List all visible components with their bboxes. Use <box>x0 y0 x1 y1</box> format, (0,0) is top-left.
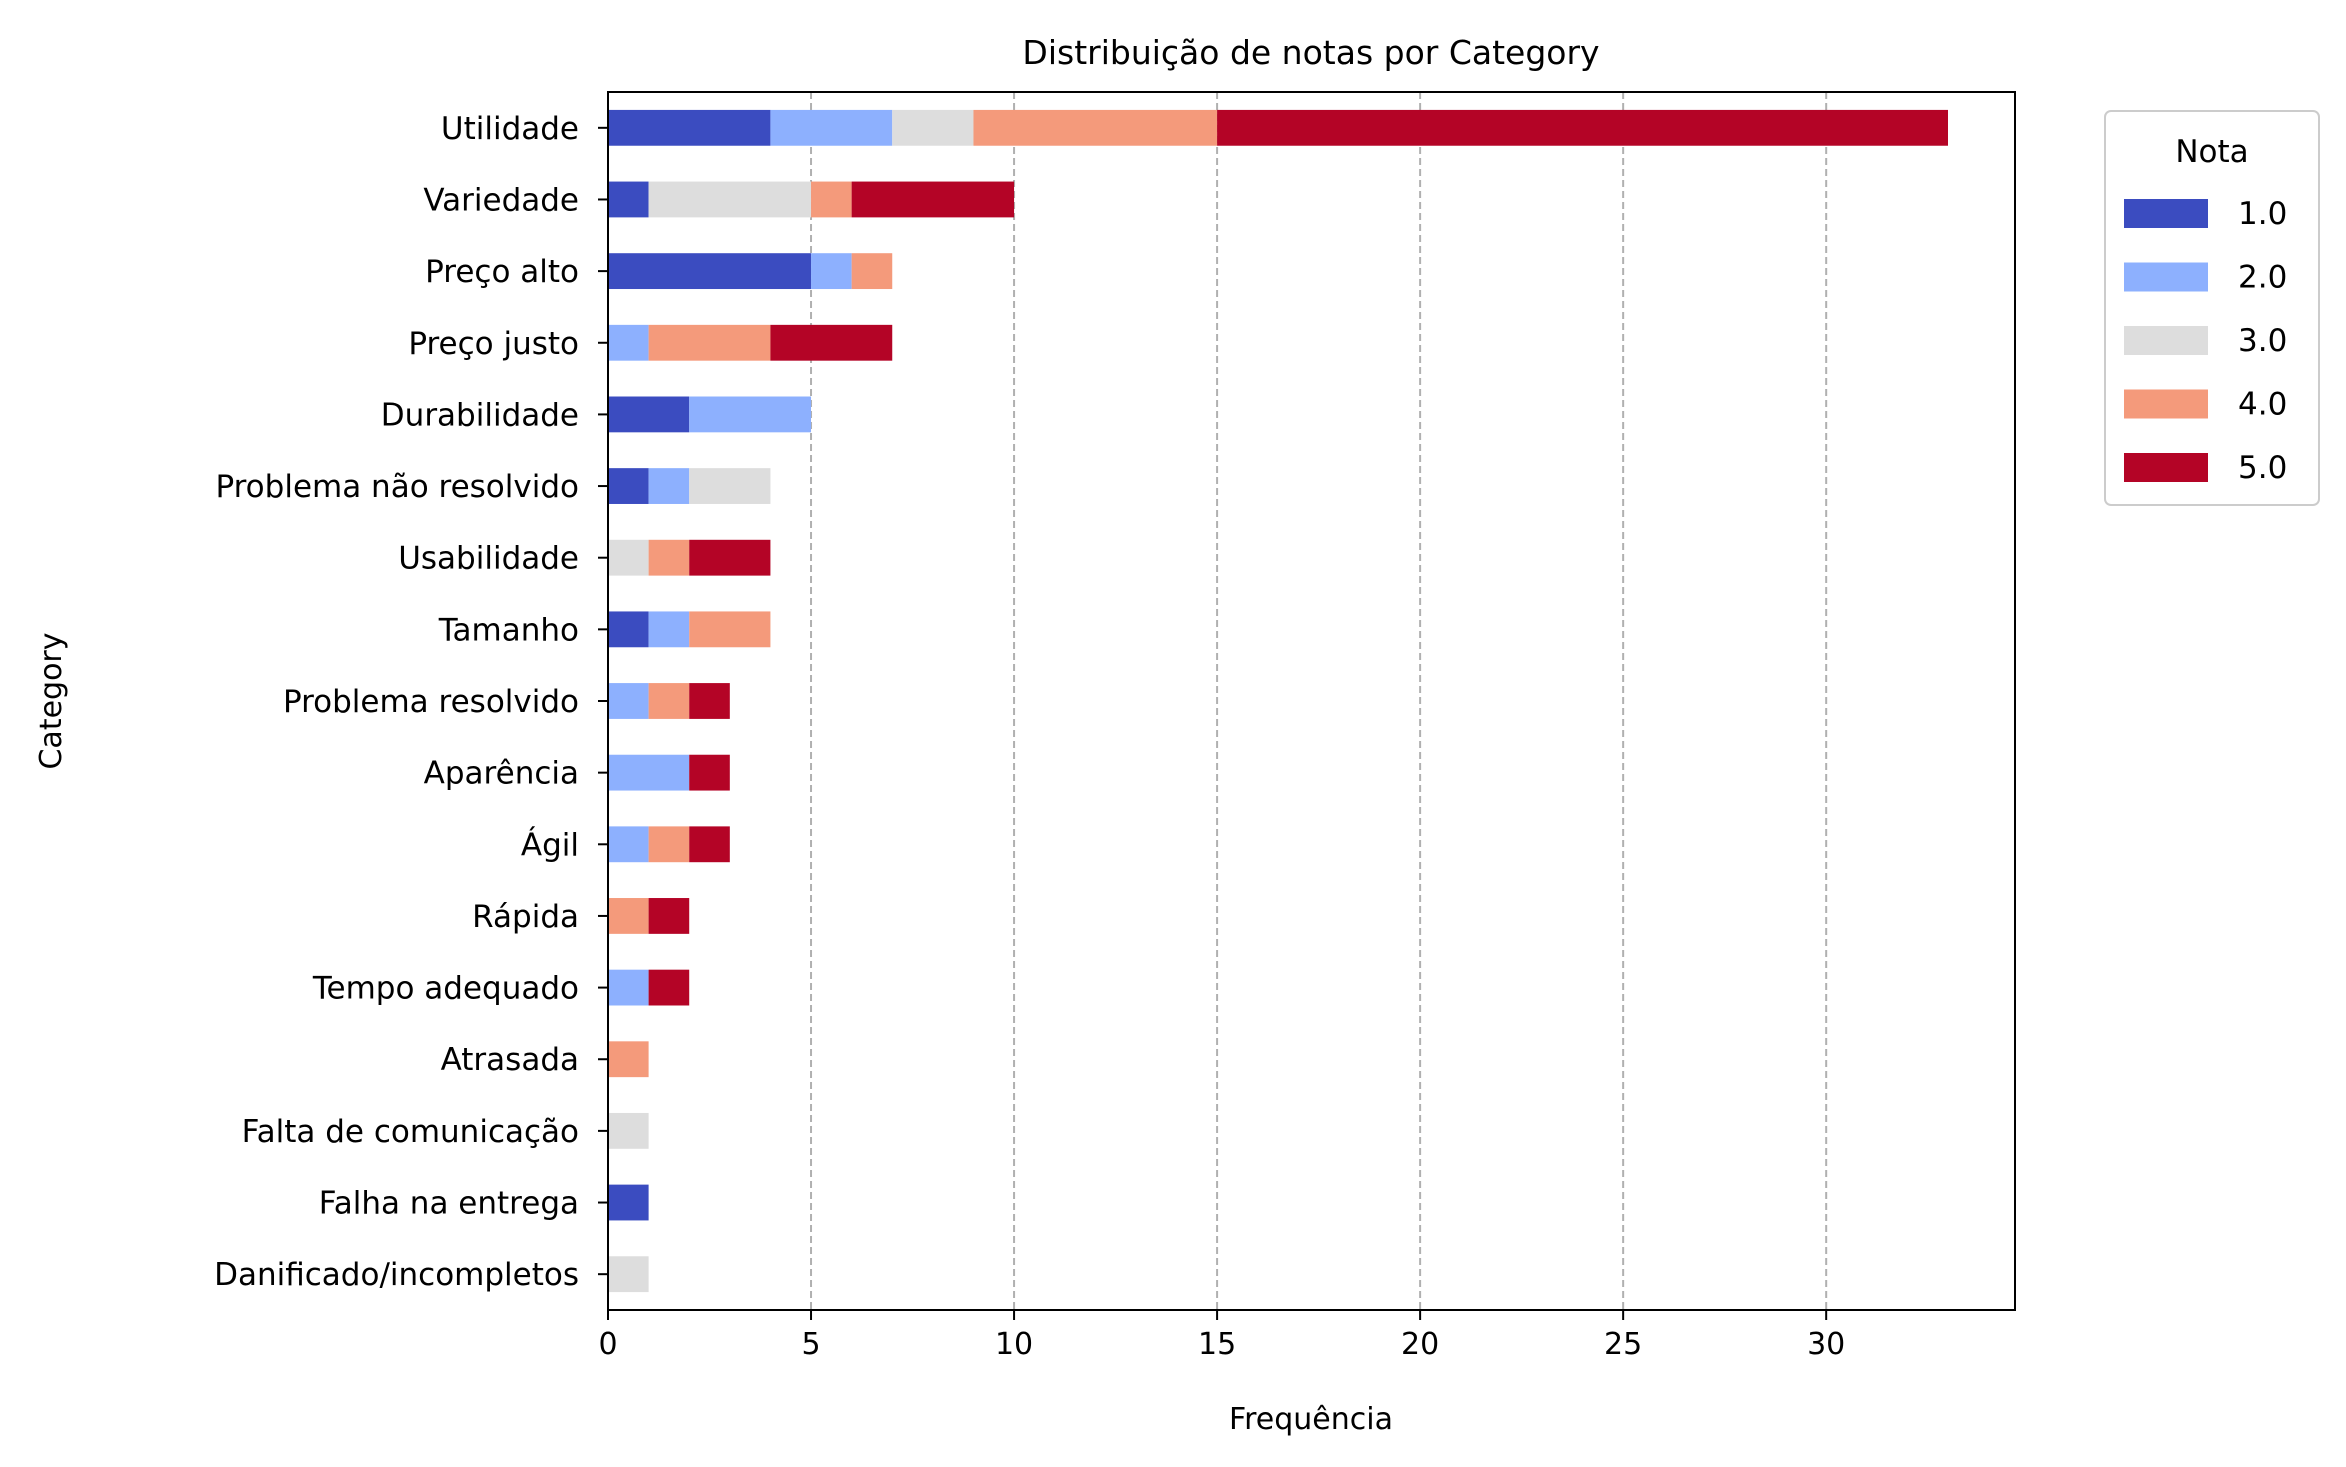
bar-segment <box>648 181 812 218</box>
bar-segment <box>608 683 649 719</box>
bar-segment <box>689 611 771 648</box>
y-tick-label: Falha na entrega <box>319 1186 579 1222</box>
bar-segment <box>648 611 690 648</box>
bar-segment <box>648 898 690 934</box>
bars <box>608 109 1948 1293</box>
bar-segment <box>770 109 893 146</box>
bar-segment <box>648 468 690 504</box>
bar-segment <box>608 1256 649 1293</box>
bar-segment <box>689 468 771 504</box>
bar-segment <box>851 253 893 290</box>
bar-segment <box>689 826 730 863</box>
bar-segment <box>608 539 649 576</box>
bar-segment <box>608 396 690 433</box>
y-tick-label: Falta de comunicação <box>242 1114 579 1150</box>
y-tick-label: Utilidade <box>441 111 579 147</box>
x-axis-label: Frequência <box>1229 1402 1393 1437</box>
bar-segment <box>973 109 1218 146</box>
bar-segment <box>648 539 690 576</box>
bar-segment <box>608 109 771 146</box>
legend-title: Nota <box>2175 134 2248 170</box>
x-tick-label: 15 <box>1198 1327 1236 1362</box>
bar-segment <box>608 969 649 1006</box>
bar-segment <box>648 826 690 863</box>
y-tick-label: Problema não resolvido <box>215 469 579 505</box>
bar-segment <box>608 1112 649 1149</box>
bar-segment <box>892 109 974 146</box>
bar-segment <box>608 253 812 290</box>
x-axis: 0 5 10 15 20 25 30 <box>598 1310 1845 1362</box>
bar-segment <box>608 611 649 648</box>
bar-segment <box>1217 109 1948 146</box>
x-tick-label: 5 <box>801 1327 820 1362</box>
x-tick-label: 30 <box>1807 1327 1845 1362</box>
y-axis: Utilidade Variedade Preço alto Preço justo D… <box>214 111 608 1293</box>
bar-segment <box>689 396 812 433</box>
y-tick-label: Preço alto <box>425 254 579 290</box>
legend-swatch <box>2124 262 2208 292</box>
bar-segment <box>608 181 649 218</box>
y-tick-label: Problema resolvido <box>283 684 579 720</box>
bar-segment <box>811 181 852 218</box>
y-tick-label: Tempo adequado <box>312 971 579 1007</box>
legend-label: 3.0 <box>2238 323 2287 359</box>
bar-segment <box>689 539 771 576</box>
gridlines <box>607 92 1828 1310</box>
y-axis-label: Category <box>34 632 69 769</box>
y-tick-label: Danificado/incompletos <box>214 1257 579 1293</box>
bar-segment <box>608 754 690 791</box>
x-tick-label: 0 <box>598 1327 617 1362</box>
y-tick-label: Variedade <box>423 182 579 218</box>
legend-swatch <box>2124 453 2208 482</box>
bar-segment <box>648 969 690 1006</box>
bar-segment <box>608 898 649 934</box>
y-tick-label: Atrasada <box>441 1042 579 1078</box>
bar-segment <box>608 324 649 361</box>
chart-title: Distribuição de notas por Category <box>1022 33 1599 72</box>
bar-segment <box>608 1041 649 1078</box>
legend-frame <box>2104 110 2320 506</box>
y-tick-label: Durabilidade <box>381 397 579 433</box>
bar-segment <box>689 683 730 719</box>
bar-segment <box>608 826 649 863</box>
bar-segment <box>851 181 1015 218</box>
legend-label: 4.0 <box>2238 387 2287 423</box>
bar-segment <box>770 324 893 361</box>
legend: Nota 1.0 2.0 3.0 4.0 5.0 <box>2104 110 2320 506</box>
y-tick-label: Preço justo <box>408 326 579 362</box>
bar-segment <box>648 324 771 361</box>
y-tick-label: Tamanho <box>438 612 579 648</box>
legend-swatch <box>2124 326 2208 355</box>
y-tick-label: Aparência <box>424 756 579 792</box>
legend-label: 2.0 <box>2238 260 2287 296</box>
bar-segment <box>648 683 690 719</box>
bar-segment <box>608 1184 649 1221</box>
y-tick-label: Rápida <box>472 899 579 935</box>
x-tick-label: 25 <box>1604 1327 1642 1362</box>
legend-label: 5.0 <box>2238 450 2287 486</box>
x-tick-label: 10 <box>995 1327 1033 1362</box>
bar-segment <box>608 468 649 504</box>
y-tick-label: Usabilidade <box>398 541 579 577</box>
bar-segment <box>689 754 730 791</box>
bar-segment <box>811 253 852 290</box>
x-tick-label: 20 <box>1401 1327 1439 1362</box>
legend-swatch <box>2124 199 2208 228</box>
y-tick-label: Ágil <box>521 827 579 863</box>
legend-swatch <box>2124 389 2208 419</box>
legend-label: 1.0 <box>2238 196 2287 232</box>
